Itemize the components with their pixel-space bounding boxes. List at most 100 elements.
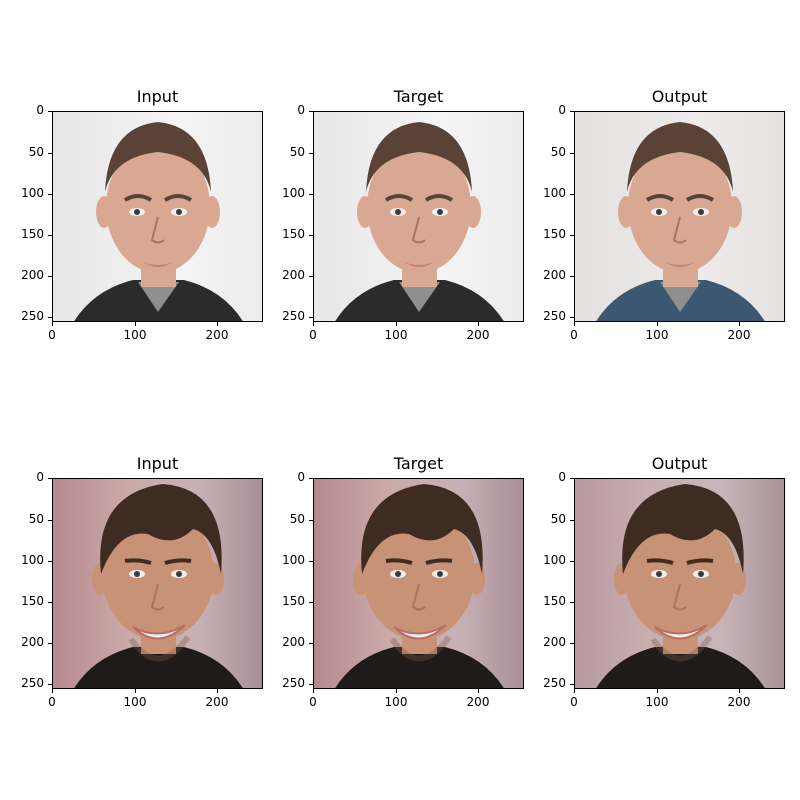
x-tick — [739, 322, 740, 326]
y-tick — [570, 478, 574, 479]
y-tick — [48, 194, 52, 195]
x-tick — [217, 689, 218, 693]
x-tick — [739, 689, 740, 693]
y-tick-label: 100 — [543, 186, 566, 200]
y-tick — [309, 684, 313, 685]
panel-title: Target — [393, 454, 444, 473]
panel-title: Input — [136, 454, 179, 473]
x-tick — [657, 689, 658, 693]
y-tick-label: 0 — [36, 103, 44, 117]
x-tick-label: 100 — [645, 328, 669, 342]
x-tick-label: 200 — [466, 695, 490, 709]
x-tick-label: 200 — [205, 695, 229, 709]
panel-title: Output — [651, 454, 708, 473]
x-tick-label: 0 — [309, 695, 317, 709]
x-tick — [478, 689, 479, 693]
y-tick — [309, 478, 313, 479]
y-tick — [48, 276, 52, 277]
y-tick — [570, 684, 574, 685]
panel-title: Input — [136, 87, 179, 106]
y-tick-label: 50 — [550, 512, 566, 526]
y-tick — [570, 276, 574, 277]
y-tick-label: 0 — [297, 103, 305, 117]
y-tick-label: 0 — [558, 470, 566, 484]
y-tick — [570, 235, 574, 236]
y-tick — [48, 684, 52, 685]
x-tick — [52, 689, 53, 693]
y-tick-label: 200 — [282, 635, 305, 649]
x-tick — [313, 322, 314, 326]
y-tick-label: 0 — [558, 103, 566, 117]
face-image — [52, 478, 263, 689]
x-tick-label: 100 — [384, 328, 408, 342]
x-tick-label: 100 — [645, 695, 669, 709]
y-tick-label: 250 — [543, 309, 566, 323]
y-tick — [309, 235, 313, 236]
x-tick-label: 200 — [466, 328, 490, 342]
face-image — [313, 111, 524, 322]
x-tick-label: 0 — [48, 328, 56, 342]
y-tick — [309, 643, 313, 644]
y-tick-label: 50 — [28, 145, 44, 159]
y-tick-label: 50 — [550, 145, 566, 159]
y-tick-label: 150 — [282, 594, 305, 608]
y-tick-label: 250 — [543, 676, 566, 690]
y-tick — [48, 520, 52, 521]
y-tick-label: 200 — [21, 268, 44, 282]
y-tick-label: 150 — [21, 227, 44, 241]
x-tick-label: 0 — [570, 328, 578, 342]
y-tick — [570, 194, 574, 195]
x-tick — [135, 689, 136, 693]
x-tick — [217, 322, 218, 326]
x-tick-label: 200 — [727, 695, 751, 709]
y-tick — [48, 561, 52, 562]
face-image — [574, 478, 785, 689]
y-tick-label: 100 — [282, 553, 305, 567]
y-tick — [309, 561, 313, 562]
y-tick-label: 50 — [289, 145, 305, 159]
x-tick — [313, 689, 314, 693]
y-tick-label: 200 — [21, 635, 44, 649]
face-image — [574, 111, 785, 322]
y-tick-label: 0 — [297, 470, 305, 484]
x-tick — [396, 689, 397, 693]
y-tick — [309, 111, 313, 112]
y-tick-label: 100 — [282, 186, 305, 200]
x-tick-label: 100 — [123, 695, 147, 709]
x-tick — [135, 322, 136, 326]
y-tick-label: 100 — [543, 553, 566, 567]
y-tick — [309, 520, 313, 521]
y-tick-label: 150 — [21, 594, 44, 608]
y-tick-label: 250 — [282, 309, 305, 323]
y-tick — [570, 561, 574, 562]
x-tick — [478, 322, 479, 326]
y-tick-label: 200 — [543, 268, 566, 282]
panel-title: Output — [651, 87, 708, 106]
y-tick — [48, 235, 52, 236]
y-tick — [48, 643, 52, 644]
x-tick-label: 0 — [309, 328, 317, 342]
x-tick-label: 100 — [123, 328, 147, 342]
x-tick-label: 0 — [570, 695, 578, 709]
y-tick — [48, 602, 52, 603]
x-tick-label: 200 — [727, 328, 751, 342]
x-tick-label: 200 — [205, 328, 229, 342]
y-tick — [570, 602, 574, 603]
y-tick — [48, 111, 52, 112]
y-tick-label: 50 — [289, 512, 305, 526]
y-tick — [570, 153, 574, 154]
x-tick — [52, 322, 53, 326]
x-tick — [396, 322, 397, 326]
y-tick — [309, 276, 313, 277]
y-tick — [309, 317, 313, 318]
y-tick — [309, 602, 313, 603]
x-tick — [657, 322, 658, 326]
y-tick — [48, 317, 52, 318]
y-tick — [309, 194, 313, 195]
y-tick — [570, 643, 574, 644]
y-tick — [48, 478, 52, 479]
y-tick — [570, 111, 574, 112]
x-tick — [574, 689, 575, 693]
y-tick-label: 150 — [282, 227, 305, 241]
y-tick — [570, 317, 574, 318]
